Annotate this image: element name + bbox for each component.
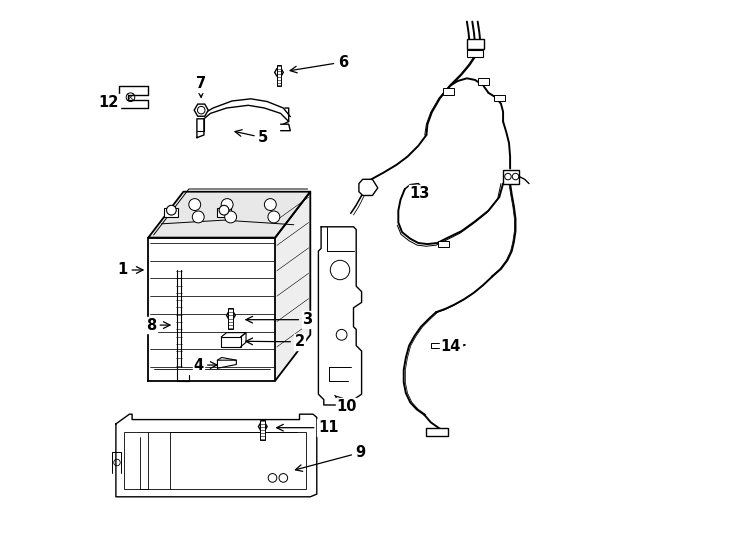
Text: 11: 11: [277, 420, 338, 435]
Polygon shape: [195, 104, 208, 116]
Bar: [468, 50, 482, 57]
Circle shape: [189, 199, 200, 211]
Circle shape: [219, 205, 229, 215]
Bar: [277, 65, 281, 86]
Bar: [217, 208, 231, 217]
Text: 8: 8: [146, 318, 170, 333]
Polygon shape: [275, 192, 310, 381]
Circle shape: [225, 211, 236, 223]
Bar: [503, 170, 519, 184]
Text: 12: 12: [98, 95, 119, 110]
Circle shape: [268, 474, 277, 482]
Circle shape: [268, 211, 280, 223]
Bar: [478, 78, 489, 85]
Text: 5: 5: [235, 130, 269, 145]
Bar: [261, 420, 265, 440]
Polygon shape: [258, 423, 267, 430]
Text: 14: 14: [440, 339, 465, 354]
Text: 6: 6: [290, 55, 348, 73]
Text: 13: 13: [410, 186, 430, 201]
Text: 9: 9: [295, 445, 366, 471]
Text: 2: 2: [246, 334, 305, 349]
Text: 10: 10: [335, 395, 357, 414]
Bar: [438, 241, 449, 247]
Text: 3: 3: [246, 312, 313, 327]
Circle shape: [167, 205, 176, 215]
Polygon shape: [148, 192, 310, 238]
Circle shape: [221, 199, 233, 211]
Bar: [426, 428, 448, 436]
Polygon shape: [275, 69, 283, 76]
Text: 7: 7: [196, 76, 206, 97]
Bar: [228, 308, 233, 329]
Text: 4: 4: [194, 357, 217, 373]
Bar: [467, 39, 484, 49]
Circle shape: [264, 199, 276, 211]
Text: 1: 1: [117, 262, 143, 278]
Bar: [431, 343, 442, 348]
Polygon shape: [227, 312, 235, 319]
Bar: [495, 94, 505, 101]
Circle shape: [279, 474, 288, 482]
Bar: [148, 238, 275, 381]
Bar: [164, 208, 178, 217]
Bar: [124, 432, 306, 489]
Bar: [443, 88, 454, 94]
Circle shape: [192, 211, 204, 223]
